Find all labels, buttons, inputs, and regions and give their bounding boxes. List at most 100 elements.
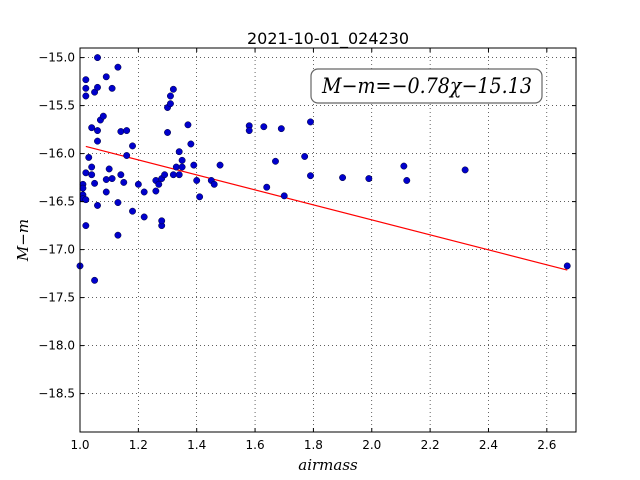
data-point [172, 163, 180, 171]
data-point [166, 92, 174, 100]
y-tick-label: −17.5 [38, 291, 75, 305]
data-point [94, 54, 101, 62]
x-tick-label: 1.8 [304, 438, 323, 452]
data-point [280, 192, 288, 200]
data-point [88, 124, 96, 132]
data-point [461, 166, 469, 174]
data-point [175, 148, 183, 156]
data-point [158, 217, 166, 225]
data-point [152, 187, 160, 195]
data-point [400, 162, 408, 170]
data-point [196, 193, 204, 201]
data-point [102, 188, 110, 196]
data-point [82, 196, 90, 204]
data-point [85, 153, 93, 161]
data-point [108, 84, 116, 92]
data-point [117, 171, 125, 179]
data-point [82, 84, 90, 92]
y-tick-label: −18.0 [38, 339, 75, 353]
data-point [105, 165, 113, 173]
data-point [190, 161, 198, 169]
grid-lines [79, 48, 576, 432]
data-point [216, 161, 224, 169]
y-tick-label: −16.5 [38, 195, 75, 209]
data-point [108, 175, 116, 183]
y-tick-label: −15.0 [38, 51, 75, 65]
data-point [245, 127, 253, 135]
data-point [169, 171, 177, 179]
x-tick-label: 1.2 [129, 438, 148, 452]
data-point [263, 183, 271, 191]
y-tick-label: −17.0 [38, 243, 75, 257]
data-point [339, 174, 347, 182]
plot-area [80, 48, 576, 432]
data-point [129, 207, 136, 215]
data-point [94, 127, 101, 135]
data-point [260, 123, 268, 131]
data-point [82, 76, 90, 84]
x-axis-label: airmass [298, 456, 358, 474]
data-point [123, 127, 131, 135]
plot-frame [79, 47, 577, 433]
axis-ticks [79, 48, 576, 432]
data-point [140, 188, 148, 196]
x-tick-label: 2.2 [421, 438, 440, 452]
data-point [169, 85, 177, 93]
x-tick-label: 2.4 [479, 438, 498, 452]
data-point [102, 176, 110, 183]
x-tick-labels: 1.0 1.2 1.4 1.6 1.8 2.0 2.2 2.4 2.6 [70, 438, 556, 452]
data-point [91, 179, 99, 187]
data-points [76, 54, 571, 284]
data-point [563, 262, 571, 270]
data-point [301, 153, 309, 160]
data-point [114, 231, 122, 239]
fit-equation-box: M−m=−0.78χ−15.13 [310, 68, 543, 104]
data-point [134, 180, 142, 188]
data-point [94, 137, 101, 145]
data-point [272, 157, 279, 165]
y-tick-labels: −15.0 −15.5 −16.0 −16.5 −17.0 −17.5 −18.0 −18.5 [38, 51, 75, 401]
data-point [365, 175, 373, 183]
data-point [82, 222, 90, 230]
fit-line [85, 145, 568, 271]
data-point [277, 125, 285, 133]
x-tick-label: 1.4 [187, 438, 206, 452]
data-point [178, 163, 186, 171]
data-point [193, 177, 201, 184]
data-point [91, 276, 99, 284]
data-point [155, 180, 163, 188]
x-tick-label: 1.0 [70, 438, 89, 452]
data-point [88, 171, 96, 179]
data-point [102, 73, 110, 81]
data-point [307, 172, 314, 180]
data-point [114, 63, 122, 71]
data-point [82, 92, 90, 100]
data-point [88, 163, 96, 171]
data-point [175, 171, 183, 179]
y-tick-label: −15.5 [38, 99, 75, 113]
data-point [164, 129, 171, 136]
data-point [99, 112, 107, 120]
data-point [123, 152, 131, 159]
data-point [140, 213, 148, 221]
data-point [120, 178, 128, 186]
fit-equation-frame [310, 68, 543, 104]
chart-title: 2021-10-01_024230 [247, 29, 409, 49]
data-point [178, 156, 186, 164]
x-tick-label: 1.6 [246, 438, 265, 452]
x-tick-label: 2.6 [537, 438, 556, 452]
y-tick-label: −18.5 [38, 387, 75, 401]
data-point [161, 171, 169, 179]
data-point [79, 184, 87, 192]
data-point [82, 169, 90, 177]
data-point [94, 201, 101, 209]
x-tick-label: 2.0 [362, 438, 381, 452]
data-point [184, 121, 192, 129]
data-point [307, 118, 314, 126]
data-point [403, 177, 411, 184]
y-axis-label: M−m [14, 219, 32, 262]
data-point [166, 100, 174, 108]
data-point [129, 142, 136, 150]
fit-equation: M−m=−0.78χ−15.13 [321, 74, 532, 98]
